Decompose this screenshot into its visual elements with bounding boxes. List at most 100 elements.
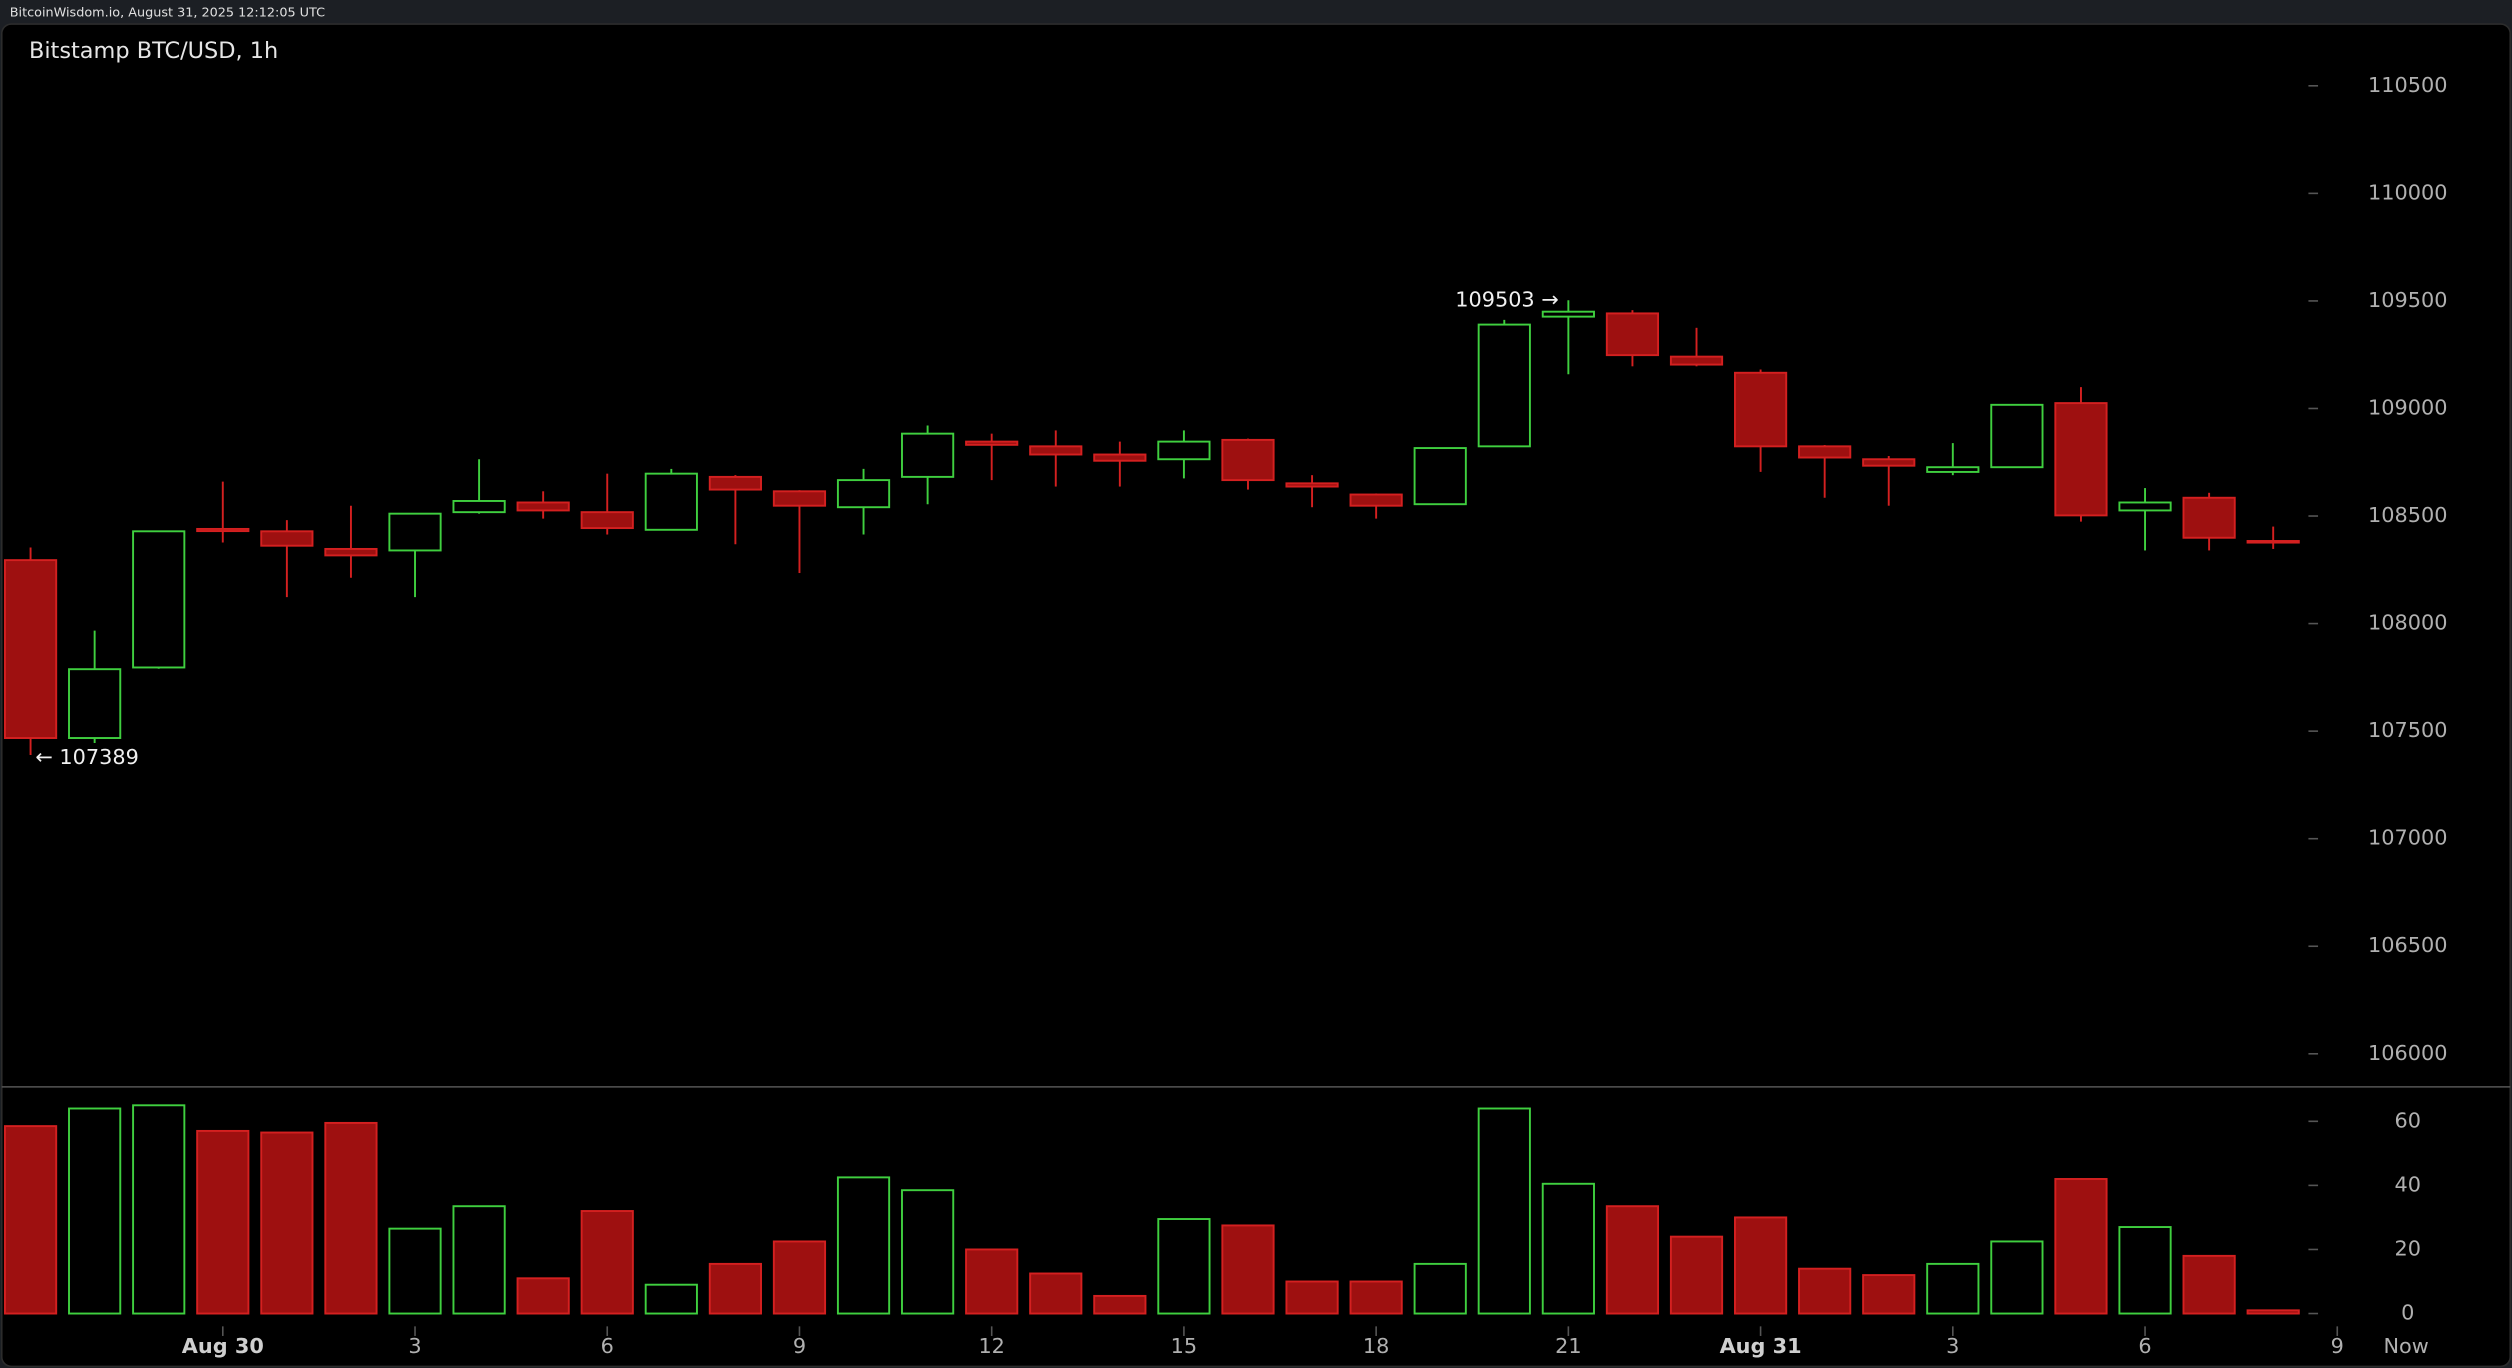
y-tick-label: 110500 [2368, 73, 2447, 97]
candle-body [1862, 458, 1916, 467]
candle-body [196, 527, 250, 533]
volume-y-tick-label: 60 [2395, 1108, 2421, 1132]
x-tick-label: 3 [408, 1334, 421, 1358]
price-annotation: 109503 → [1455, 287, 1559, 311]
candle-body [1029, 445, 1083, 456]
volume-bar [516, 1277, 570, 1315]
candle-body [1669, 355, 1724, 366]
volume-bar [2182, 1254, 2236, 1315]
volume-bar [3, 1125, 58, 1315]
y-tick-label: 109500 [2368, 288, 2447, 312]
y-tick-label: 108000 [2368, 611, 2447, 635]
chart-panel [0, 23, 2512, 1368]
candle-body [965, 440, 1019, 446]
candle-body [1541, 310, 1595, 318]
volume-bar [2246, 1309, 2300, 1315]
candle-body [2182, 496, 2236, 539]
candle-body [580, 511, 634, 530]
x-tick-label: Aug 31 [1720, 1334, 1802, 1358]
candle-body [708, 475, 762, 491]
volume-bar [1605, 1205, 1660, 1315]
y-tick-label: 107000 [2368, 826, 2447, 850]
volume-bar [580, 1210, 634, 1315]
now-label: Now [2383, 1334, 2428, 1358]
candle-body [1926, 466, 1980, 473]
x-tick-label: 3 [1946, 1334, 1959, 1358]
volume-bar [1029, 1272, 1083, 1315]
volume-bar [1990, 1240, 2044, 1315]
candle-body [1605, 312, 1660, 357]
candle-body [324, 547, 378, 557]
candle-body [1157, 440, 1211, 461]
volume-y-tick-label: 40 [2395, 1172, 2421, 1196]
chart-title: Bitstamp BTC/USD, 1h [29, 38, 278, 64]
candle-body [1221, 438, 1275, 482]
volume-bar [260, 1131, 314, 1315]
candle-body [644, 472, 698, 531]
volume-bar [901, 1189, 955, 1315]
candle-body [388, 512, 442, 552]
candle-body [1477, 323, 1531, 448]
volume-bar [132, 1104, 186, 1315]
candle-body [452, 500, 506, 514]
candle-body [1990, 403, 2044, 469]
x-tick-label: 21 [1555, 1334, 1581, 1358]
volume-bar [1157, 1218, 1211, 1315]
volume-y-tick-label: 20 [2395, 1236, 2421, 1260]
volume-bar [1285, 1280, 1339, 1315]
volume-bar [836, 1176, 891, 1315]
x-tick-label: 12 [978, 1334, 1004, 1358]
y-tick-label: 106500 [2368, 933, 2447, 957]
x-tick-label: 9 [2331, 1334, 2344, 1358]
candle-body [2246, 540, 2300, 544]
header: BitcoinWisdom.io, August 31, 2025 12:12:… [10, 5, 325, 20]
volume-bar [708, 1262, 762, 1315]
candle-body [2054, 402, 2108, 517]
volume-bar [388, 1227, 442, 1315]
volume-bar [324, 1121, 378, 1315]
y-tick-label: 110000 [2368, 180, 2447, 204]
x-tick-label: Aug 30 [182, 1334, 264, 1358]
x-tick-label: 18 [1363, 1334, 1389, 1358]
candle-body [772, 490, 827, 507]
volume-bar [1926, 1262, 1980, 1315]
volume-bar [644, 1283, 698, 1315]
volume-bar [1669, 1235, 1724, 1315]
candle-body [901, 432, 955, 478]
volume-bar [1221, 1224, 1275, 1315]
volume-bar [1733, 1216, 1788, 1315]
x-tick-label: 9 [793, 1334, 806, 1358]
volume-bar [196, 1129, 250, 1315]
candle-body [1093, 453, 1147, 462]
candle-body [1413, 447, 1467, 506]
volume-bar [1862, 1274, 1916, 1315]
volume-bar [2118, 1226, 2172, 1315]
volume-bar [2054, 1178, 2108, 1315]
x-tick-label: 6 [601, 1334, 614, 1358]
y-tick-label: 107500 [2368, 718, 2447, 742]
y-tick-label: 109000 [2368, 395, 2447, 419]
volume-bar [1798, 1267, 1852, 1315]
candle-body [68, 668, 122, 739]
candle-body [2118, 501, 2172, 512]
price-annotation: ← 107389 [35, 745, 139, 769]
candle-body [1285, 482, 1339, 488]
volume-bar [1413, 1262, 1467, 1315]
y-tick-label: 106000 [2368, 1041, 2447, 1065]
x-tick-label: 6 [2138, 1334, 2151, 1358]
y-tick-label: 108500 [2368, 503, 2447, 527]
volume-bar [1093, 1294, 1147, 1315]
volume-bar [965, 1248, 1019, 1315]
candle-body [836, 479, 891, 509]
candle-body [132, 530, 186, 669]
candle-body [1798, 445, 1852, 459]
volume-bar [1477, 1107, 1531, 1315]
volume-bar [452, 1205, 506, 1315]
candle-body [516, 501, 570, 512]
candle-body [1733, 371, 1788, 448]
volume-bar [1541, 1182, 1595, 1315]
x-tick-label: 15 [1171, 1334, 1197, 1358]
volume-bar [68, 1107, 122, 1315]
